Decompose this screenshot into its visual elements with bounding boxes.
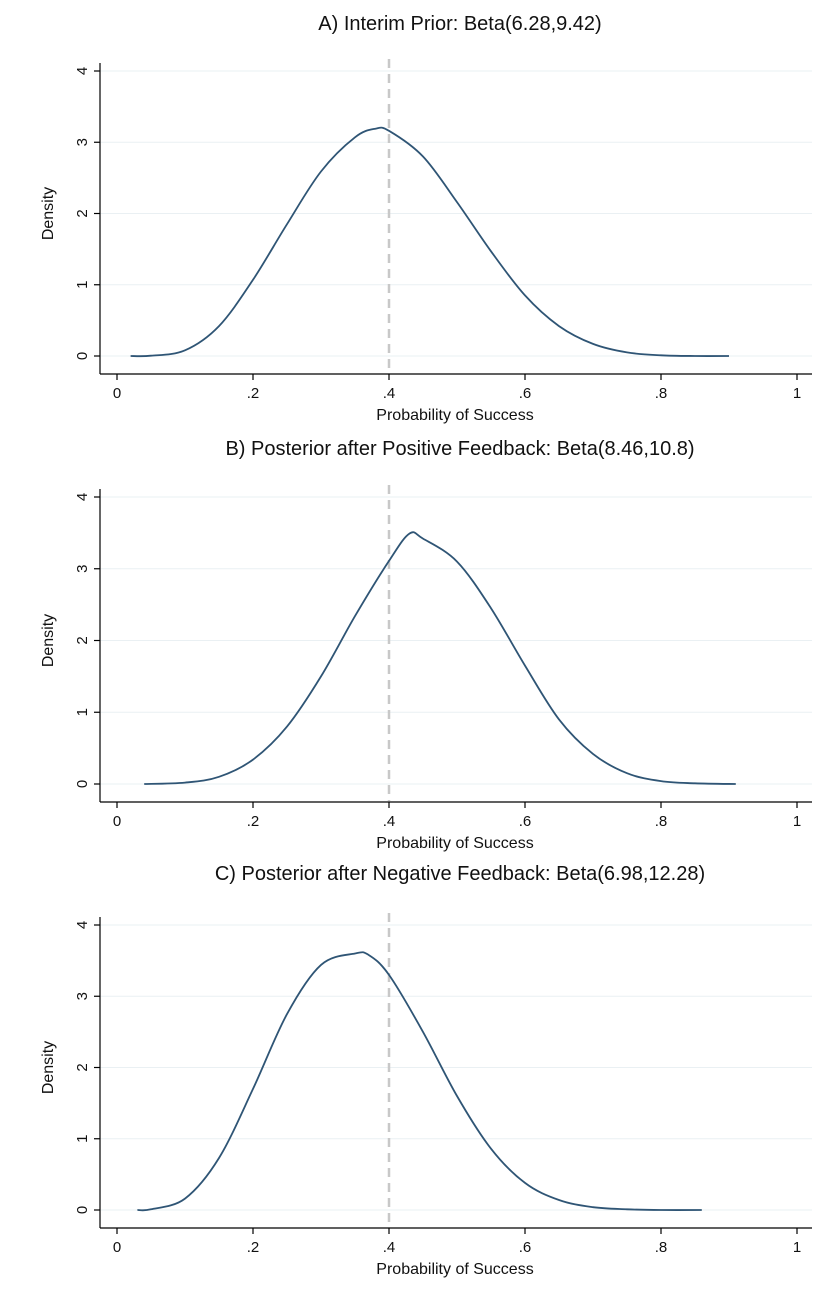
chart-title: B) Posterior after Positive Feedback: Be… bbox=[225, 438, 694, 460]
x-tick-label: .6 bbox=[519, 385, 532, 402]
y-tick-label: 0 bbox=[74, 780, 91, 788]
x-tick-label: 0 bbox=[113, 813, 121, 830]
y-tick-label: 1 bbox=[74, 1135, 91, 1143]
y-tick-label: 1 bbox=[74, 708, 91, 716]
x-tick-label: .2 bbox=[247, 813, 260, 830]
x-tick-label: .4 bbox=[383, 813, 396, 830]
y-axis-label: Density bbox=[40, 1041, 57, 1094]
chart-title: C) Posterior after Negative Feedback: Be… bbox=[215, 863, 705, 885]
x-tick-label: .6 bbox=[519, 1239, 532, 1256]
x-tick-label: .8 bbox=[655, 813, 668, 830]
x-tick-label: 1 bbox=[793, 1239, 801, 1256]
x-axis-label: Probability of Success bbox=[376, 407, 533, 424]
chart-title: A) Interim Prior: Beta(6.28,9.42) bbox=[318, 13, 601, 35]
y-tick-label: 3 bbox=[74, 565, 91, 573]
y-tick-label: 4 bbox=[74, 67, 91, 75]
x-tick-label: 0 bbox=[113, 385, 121, 402]
y-axis-label: Density bbox=[40, 614, 57, 667]
density-curve bbox=[144, 531, 736, 785]
x-axis-label: Probability of Success bbox=[376, 1261, 533, 1278]
density-curve bbox=[130, 126, 730, 358]
x-tick-label: .8 bbox=[655, 1239, 668, 1256]
y-tick-label: 0 bbox=[74, 352, 91, 360]
chart-panel-a: A) Interim Prior: Beta(6.28,9.42) 0 1 2 3 4 0.… bbox=[40, 13, 812, 424]
chart-panel-c: C) Posterior after Negative Feedback: Be… bbox=[40, 863, 812, 1278]
x-tick-label: .6 bbox=[519, 813, 532, 830]
y-tick-label: 3 bbox=[74, 992, 91, 1000]
x-tick-label: 1 bbox=[793, 385, 801, 402]
x-axis-label: Probability of Success bbox=[376, 835, 533, 852]
density-curve bbox=[137, 951, 702, 1212]
y-tick-label: 3 bbox=[74, 138, 91, 146]
x-tick-label: .2 bbox=[247, 385, 260, 402]
x-tick-label: .4 bbox=[383, 385, 396, 402]
x-tick-label: .8 bbox=[655, 385, 668, 402]
y-tick-label: 2 bbox=[74, 209, 91, 217]
y-tick-label: 0 bbox=[74, 1206, 91, 1214]
y-tick-label: 4 bbox=[74, 493, 91, 501]
y-tick-label: 2 bbox=[74, 1063, 91, 1071]
x-tick-label: 0 bbox=[113, 1239, 121, 1256]
y-tick-label: 4 bbox=[74, 921, 91, 929]
y-tick-label: 2 bbox=[74, 636, 91, 644]
chart-panel-b: B) Posterior after Positive Feedback: Be… bbox=[40, 438, 812, 852]
x-tick-label: .4 bbox=[383, 1239, 396, 1256]
y-tick-label: 1 bbox=[74, 281, 91, 289]
x-tick-label: 1 bbox=[793, 813, 801, 830]
y-axis-label: Density bbox=[40, 187, 57, 240]
x-tick-label: .2 bbox=[247, 1239, 260, 1256]
